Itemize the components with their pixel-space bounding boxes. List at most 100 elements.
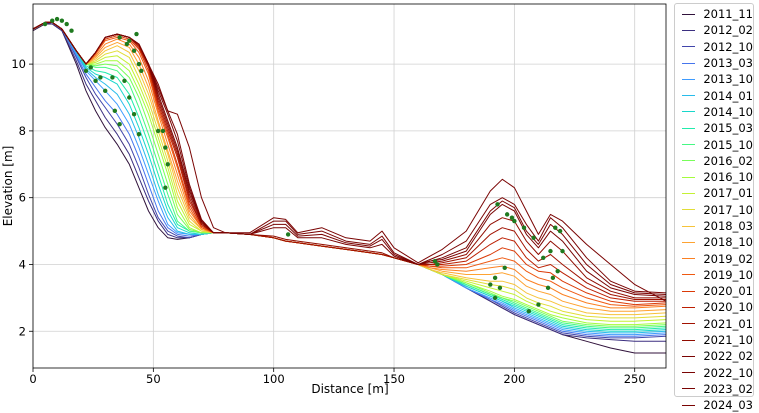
marker-dot <box>59 18 65 23</box>
legend-label: 2013_03 <box>703 56 753 71</box>
legend-item: 2019_02 <box>675 250 753 266</box>
legend-item: 2012_02 <box>675 22 753 38</box>
y-tick-label: 8 <box>19 124 26 138</box>
marker-dot <box>536 302 541 307</box>
legend-label: 2012_10 <box>703 39 753 54</box>
legend-label: 2020_01 <box>703 284 753 299</box>
legend-swatch <box>682 144 696 146</box>
marker-dot <box>127 95 132 100</box>
series-line-2018_10 <box>32 21 667 312</box>
marker-dot <box>553 225 558 230</box>
legend-label: 2019_10 <box>703 267 753 282</box>
marker-dot <box>521 225 527 230</box>
legend-label: 2013_10 <box>703 72 753 87</box>
marker-dot <box>136 61 142 67</box>
legend-swatch <box>682 209 696 211</box>
legend-swatch <box>682 372 696 374</box>
marker-dot <box>127 38 132 43</box>
marker-dot <box>54 16 60 22</box>
legend-swatch <box>682 388 696 390</box>
series-line-2014_01 <box>32 21 667 334</box>
legend-swatch <box>682 306 696 308</box>
legend-swatch <box>682 111 696 113</box>
legend-label: 2022_02 <box>703 349 753 364</box>
legend-label: 2015_03 <box>703 121 753 136</box>
legend-item: 2013_03 <box>675 55 753 71</box>
marker-dot <box>557 228 563 234</box>
y-axis-ticks: 2 4 6 8 10 <box>11 57 33 338</box>
marker-dot <box>492 275 498 281</box>
marker-dot <box>504 212 510 217</box>
marker-dot <box>134 31 139 37</box>
marker-dot <box>435 262 440 267</box>
profile-lines <box>32 21 667 354</box>
green-markers <box>42 16 565 314</box>
legend-label: 2017_01 <box>703 186 753 201</box>
marker-dot <box>88 65 93 70</box>
marker-dot <box>555 268 560 274</box>
marker-dot <box>163 145 168 150</box>
marker-dot <box>541 255 546 260</box>
legend-label: 2012_02 <box>703 23 753 38</box>
legend-item: 2015_03 <box>675 120 753 136</box>
legend-item: 2022_10 <box>675 365 753 381</box>
x-tick-label: 250 <box>624 372 646 386</box>
marker-dot <box>502 265 507 271</box>
legend-label: 2014_10 <box>703 104 753 119</box>
marker-dot <box>526 309 532 314</box>
marker-dot <box>103 88 108 94</box>
marker-dot <box>488 282 493 287</box>
legend-swatch <box>682 95 696 97</box>
legend-label: 2021_01 <box>703 316 753 331</box>
legend-item: 2014_10 <box>675 104 753 120</box>
marker-dot <box>492 295 498 301</box>
legend-label: 2016_10 <box>703 170 753 185</box>
marker-dot <box>432 258 438 264</box>
legend-swatch <box>682 160 696 162</box>
legend-swatch <box>682 323 696 325</box>
marker-dot <box>98 75 103 80</box>
legend-swatch <box>682 176 696 178</box>
marker-dot <box>112 108 118 114</box>
y-axis-label: Elevation [m] <box>1 146 15 227</box>
legend-label: 2014_01 <box>703 88 753 103</box>
marker-dot <box>531 235 536 240</box>
marker-dot <box>155 128 161 134</box>
marker-dot <box>548 248 553 254</box>
legend-label: 2024_03 <box>703 398 753 413</box>
plot-frame <box>32 3 667 369</box>
marker-dot <box>497 285 503 291</box>
legend-swatch <box>682 13 696 15</box>
legend-item: 2017_10 <box>675 202 753 218</box>
series-line-2017_01 <box>32 21 667 322</box>
marker-dot <box>550 275 556 281</box>
series-line-2019_10 <box>32 21 667 307</box>
legend-item: 2020_01 <box>675 283 753 299</box>
marker-dot <box>131 112 137 117</box>
legend-swatch <box>682 339 696 341</box>
legend-item: 2021_01 <box>675 316 753 332</box>
marker-dot <box>110 75 115 80</box>
series-line-2015_03 <box>32 21 667 331</box>
legend-swatch <box>682 404 696 406</box>
marker-dot <box>160 128 166 134</box>
legend-label: 2011_11 <box>703 7 753 22</box>
y-tick-label: 10 <box>11 57 26 71</box>
marker-dot <box>560 248 565 254</box>
legend-item: 2021_10 <box>675 332 753 348</box>
marker-dot <box>131 48 137 53</box>
legend-swatch <box>682 29 696 31</box>
legend-label: 2018_10 <box>703 235 753 250</box>
y-tick-label: 6 <box>19 191 26 205</box>
legend-label: 2020_10 <box>703 300 753 315</box>
marker-dot <box>509 215 515 220</box>
series-line-2020_01 <box>32 21 667 306</box>
marker-dot <box>512 218 517 224</box>
legend-label: 2021_10 <box>703 333 753 348</box>
series-line-2016_10 <box>32 21 667 326</box>
series-line-2016_02 <box>32 21 667 327</box>
series-line-2017_10 <box>32 21 667 319</box>
marker-dot <box>545 285 551 291</box>
marker-dot <box>64 21 69 27</box>
legend-swatch <box>682 290 696 292</box>
